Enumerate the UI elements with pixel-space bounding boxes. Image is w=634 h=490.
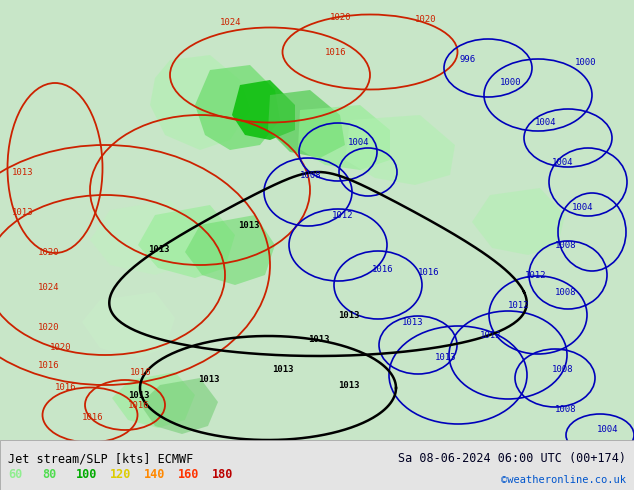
Text: ©weatheronline.co.uk: ©weatheronline.co.uk xyxy=(501,475,626,485)
Text: 1004: 1004 xyxy=(597,425,619,434)
Text: 1013: 1013 xyxy=(12,168,34,177)
Text: 1013: 1013 xyxy=(198,375,219,384)
Text: 1004: 1004 xyxy=(535,118,557,127)
Text: 1004: 1004 xyxy=(348,138,370,147)
Text: 996: 996 xyxy=(460,55,476,64)
Text: 1008: 1008 xyxy=(552,365,574,374)
Polygon shape xyxy=(345,115,455,185)
Polygon shape xyxy=(232,80,295,140)
Text: 120: 120 xyxy=(110,468,131,481)
Text: 1013: 1013 xyxy=(435,353,456,362)
Polygon shape xyxy=(138,205,235,278)
Text: 1008: 1008 xyxy=(555,405,576,414)
Polygon shape xyxy=(472,188,565,255)
Text: 80: 80 xyxy=(42,468,56,481)
Text: 1012: 1012 xyxy=(508,301,529,310)
Text: 1016: 1016 xyxy=(418,268,439,277)
Text: 1013: 1013 xyxy=(12,208,34,217)
Polygon shape xyxy=(298,105,390,170)
Polygon shape xyxy=(90,200,195,275)
Text: 1016: 1016 xyxy=(128,401,150,410)
Polygon shape xyxy=(268,90,345,158)
Text: Sa 08-06-2024 06:00 UTC (00+174): Sa 08-06-2024 06:00 UTC (00+174) xyxy=(398,452,626,465)
Text: 1024: 1024 xyxy=(220,18,242,27)
Text: 1020: 1020 xyxy=(330,13,351,22)
Text: 1013: 1013 xyxy=(338,311,359,320)
Text: 60: 60 xyxy=(8,468,22,481)
Polygon shape xyxy=(195,65,280,150)
Bar xyxy=(0,0,634,440)
Text: 1013: 1013 xyxy=(272,365,294,374)
Text: Jet stream/SLP [kts] ECMWF: Jet stream/SLP [kts] ECMWF xyxy=(8,452,193,465)
Text: 1013: 1013 xyxy=(238,221,259,230)
Bar xyxy=(0,440,634,490)
Text: 1013: 1013 xyxy=(128,391,150,400)
Text: 1020: 1020 xyxy=(38,323,60,332)
Text: 160: 160 xyxy=(178,468,199,481)
Text: 1020: 1020 xyxy=(50,343,72,352)
Text: 1016: 1016 xyxy=(325,48,347,57)
Polygon shape xyxy=(82,292,175,358)
Text: 1024: 1024 xyxy=(38,283,60,292)
Text: 100: 100 xyxy=(76,468,98,481)
Text: 1016: 1016 xyxy=(372,265,394,274)
Text: 1020: 1020 xyxy=(415,15,436,24)
Text: 1013: 1013 xyxy=(148,245,169,254)
Text: 1012: 1012 xyxy=(332,211,354,220)
Polygon shape xyxy=(140,378,218,434)
Polygon shape xyxy=(112,372,195,428)
Text: 1016: 1016 xyxy=(38,361,60,370)
Text: 140: 140 xyxy=(144,468,165,481)
Text: 1008: 1008 xyxy=(555,288,576,297)
Text: 1016: 1016 xyxy=(130,368,152,377)
Text: 1008: 1008 xyxy=(300,171,321,180)
Text: 1013: 1013 xyxy=(480,331,501,340)
Polygon shape xyxy=(150,55,250,150)
Text: 1000: 1000 xyxy=(575,58,597,67)
Text: 1004: 1004 xyxy=(552,158,574,167)
Text: 1013: 1013 xyxy=(402,318,424,327)
Polygon shape xyxy=(185,215,275,285)
Text: 1013: 1013 xyxy=(308,335,330,344)
Text: 1004: 1004 xyxy=(572,203,593,212)
Text: 180: 180 xyxy=(212,468,233,481)
Text: 1008: 1008 xyxy=(555,241,576,250)
Text: 1000: 1000 xyxy=(500,78,522,87)
Text: 1020: 1020 xyxy=(38,248,60,257)
Text: 1013: 1013 xyxy=(338,381,359,390)
Text: 1016: 1016 xyxy=(55,383,77,392)
Text: 1016: 1016 xyxy=(82,413,103,422)
Text: 1012: 1012 xyxy=(525,271,547,280)
